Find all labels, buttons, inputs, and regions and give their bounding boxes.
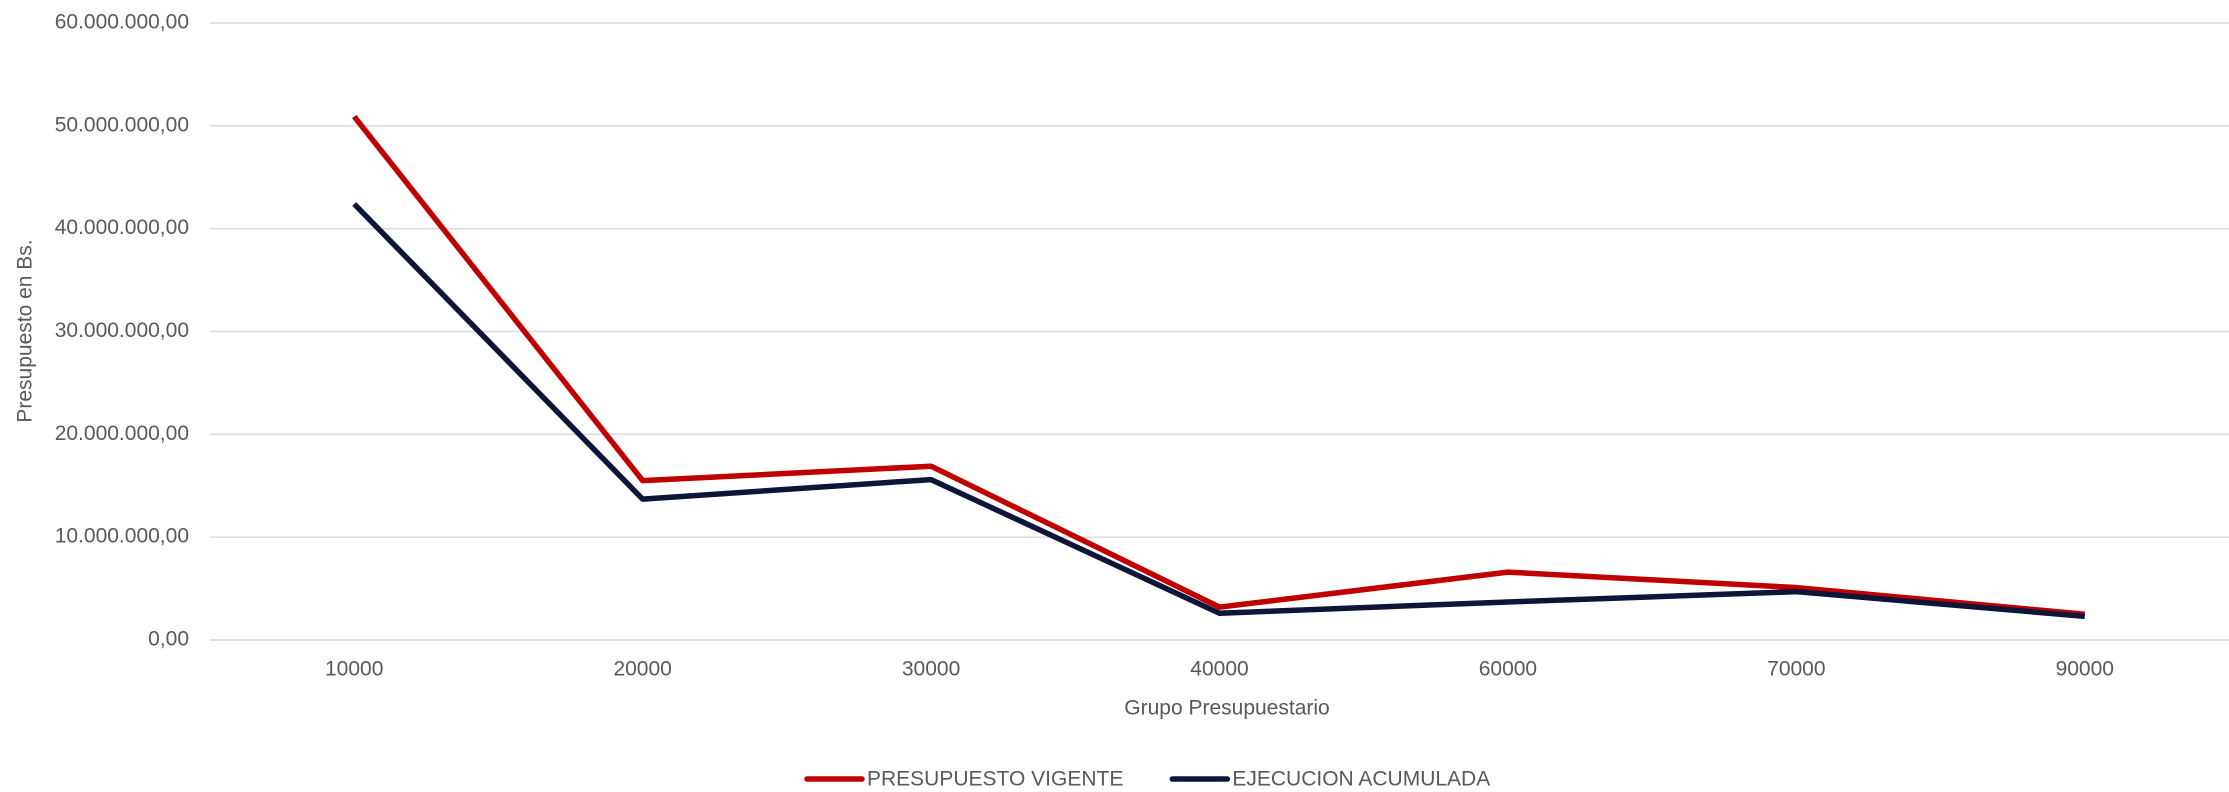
- y-tick-label: 30.000.000,00: [55, 319, 189, 342]
- y-tick-label: 50.000.000,00: [55, 113, 189, 136]
- x-axis-title: Grupo Presupuestario: [1124, 697, 1329, 720]
- x-tick-label: 90000: [2056, 658, 2114, 681]
- y-axis-title: Presupuesto en Bs.: [14, 239, 37, 422]
- x-tick-label: 60000: [1479, 658, 1537, 681]
- y-tick-label: 40.000.000,00: [55, 216, 189, 239]
- y-tick-label: 0,00: [148, 628, 189, 651]
- series-line: [352, 114, 2086, 618]
- x-tick-label: 40000: [1190, 658, 1248, 681]
- legend-label: EJECUCION ACUMULADA: [1232, 768, 1490, 791]
- x-tick-label: 70000: [1767, 658, 1825, 681]
- y-tick-label: 20.000.000,00: [55, 422, 189, 445]
- y-tick-label: 60.000.000,00: [55, 11, 189, 34]
- legend-label: PRESUPUESTO VIGENTE: [867, 768, 1123, 791]
- x-tick-label: 10000: [325, 658, 383, 681]
- x-tick-label: 20000: [613, 658, 671, 681]
- x-tick-label: 30000: [902, 658, 960, 681]
- y-tick-label: 10.000.000,00: [55, 525, 189, 548]
- series-line: [352, 202, 2086, 620]
